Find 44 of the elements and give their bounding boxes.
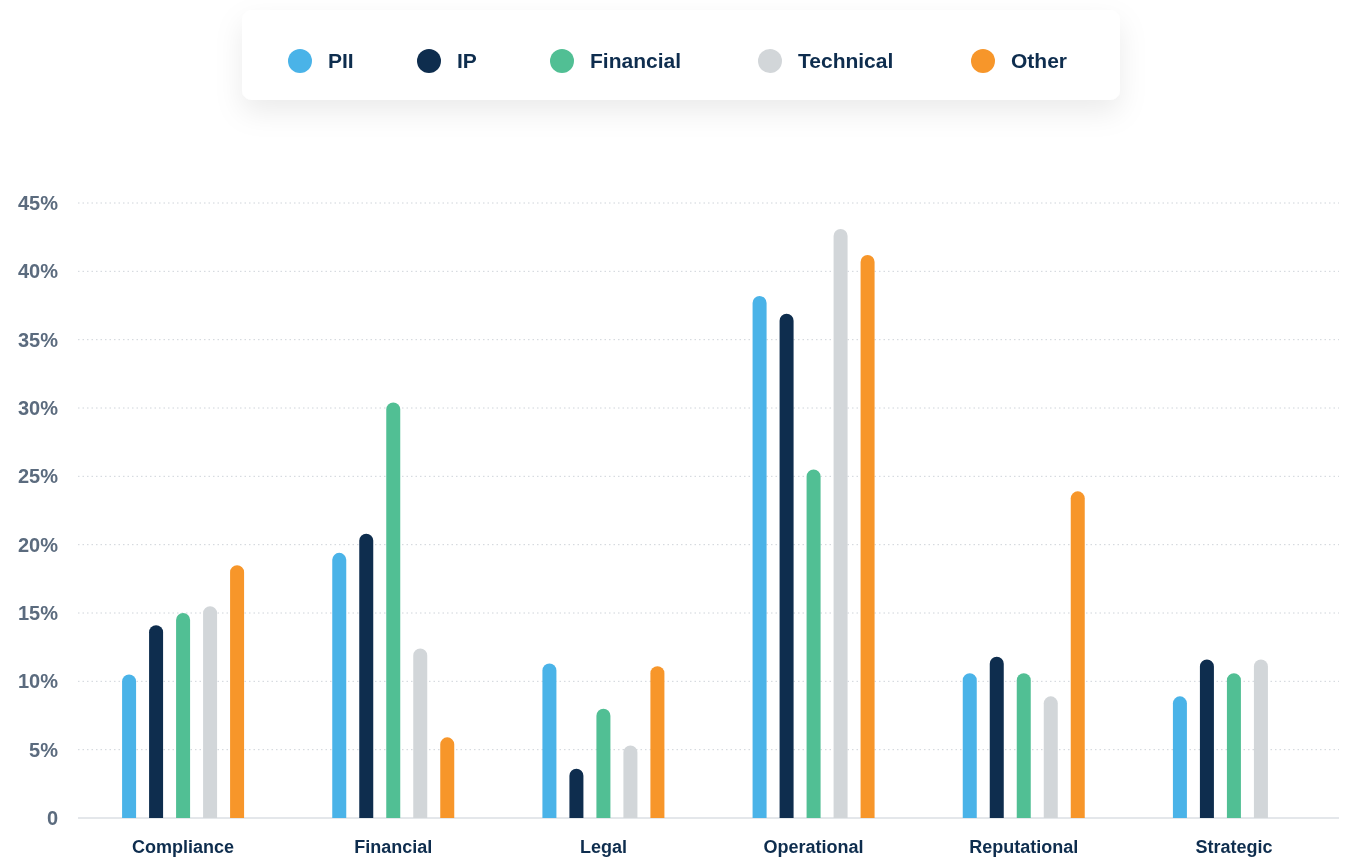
bar: [122, 674, 137, 818]
legend-label: IP: [457, 49, 477, 73]
bar: [779, 313, 794, 818]
y-tick-label: 40%: [17, 260, 59, 283]
bar: [1226, 673, 1241, 818]
bar: [989, 656, 1004, 818]
bar: [1016, 673, 1031, 818]
bar: [569, 768, 584, 818]
y-tick-label: 10%: [17, 670, 59, 693]
legend-label: Financial: [590, 49, 682, 73]
x-tick-label: Compliance: [132, 837, 235, 857]
legend-label: Technical: [798, 49, 894, 73]
bar: [650, 666, 665, 818]
legend-label: PII: [328, 49, 354, 73]
x-tick-label: Legal: [579, 837, 627, 857]
y-tick-label: 45%: [17, 192, 59, 214]
bar: [359, 533, 374, 818]
bar: [860, 254, 875, 818]
x-tick-label: Reputational: [969, 837, 1079, 857]
bar: [230, 565, 245, 818]
bar: [1172, 696, 1187, 818]
legend-label: Other: [1011, 49, 1068, 73]
x-tick-label: Strategic: [1195, 837, 1273, 857]
bar: [332, 552, 347, 818]
y-tick-label: 30%: [17, 397, 59, 419]
y-tick-label: 25%: [17, 465, 59, 488]
y-tick-label: 35%: [17, 328, 59, 351]
bar: [596, 708, 611, 818]
y-tick-label: 5%: [29, 738, 59, 761]
bar: [440, 737, 455, 818]
bar: [1070, 491, 1085, 818]
x-tick-label: Financial: [354, 837, 433, 857]
bar: [806, 469, 821, 818]
x-tick-label: Operational: [763, 837, 864, 857]
y-tick-label: 0: [46, 807, 58, 829]
bar: [962, 673, 977, 818]
bar: [386, 402, 401, 818]
bar: [149, 625, 164, 818]
y-tick-label: 15%: [17, 602, 59, 624]
bar: [176, 613, 191, 818]
bar: [1199, 659, 1214, 818]
y-tick-label: 20%: [17, 533, 59, 556]
bar: [752, 295, 767, 818]
bar: [542, 663, 557, 818]
